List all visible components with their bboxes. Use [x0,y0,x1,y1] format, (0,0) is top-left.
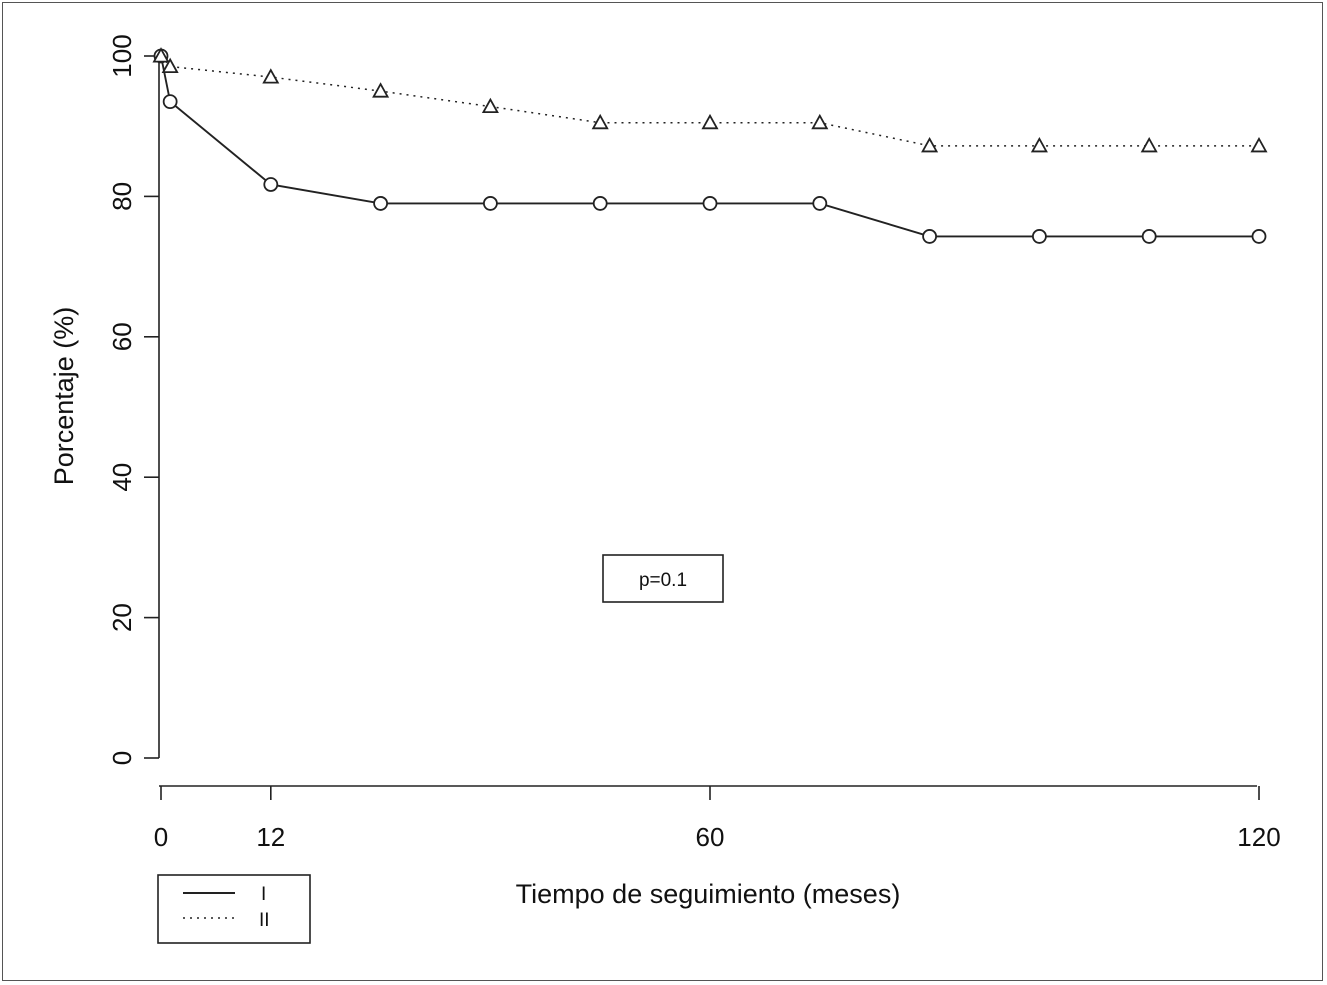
series-1-point-2 [263,177,279,192]
series-1-point-9 [1032,229,1047,244]
series-1-point-1 [162,94,178,110]
x-tick-label-120: 120 [1237,822,1280,852]
survival-chart: 0 20 40 60 80 100 0 12 60 120 Porcentaje (%) Tie… [49,34,1281,944]
axes [158,54,1257,787]
series-2-point-5 [591,113,609,130]
legend: I II [157,874,311,944]
series-2-point-3 [372,82,390,98]
p-value-label: p=0.1 [639,570,687,591]
legend-label-i: I [261,884,266,905]
y-tick-label-80: 80 [107,182,137,211]
y-tick-label-60: 60 [107,322,137,351]
series-2-point-9 [1030,137,1048,153]
y-ticks: 0 20 40 60 80 100 [107,34,159,765]
series-2-point-4 [481,97,499,114]
series-2-point-2 [262,68,280,84]
x-tick-label-60: 60 [696,822,725,852]
series-1-point-11 [1251,229,1267,244]
series-1-point-10 [1141,229,1157,244]
y-tick-label-40: 40 [107,463,137,492]
x-tick-label-0: 0 [154,822,168,852]
x-ticks: 0 12 60 120 [154,786,1281,852]
series-2-point-1 [161,57,179,74]
legend-label-ii: II [259,910,270,931]
x-axis-title: Tiempo de seguimiento (meses) [516,879,901,909]
series-1-point-4 [482,196,498,211]
p-value-box: p=0.1 [602,554,724,603]
series-2-point-6 [701,113,719,130]
y-tick-label-20: 20 [107,603,137,632]
series-2-point-10 [1140,137,1158,153]
series-2-point-8 [921,137,939,153]
y-tick-label-0: 0 [107,751,137,765]
series-1-point-6 [702,196,718,211]
series-2-point-11 [1250,137,1268,153]
series-line-1 [160,55,1259,238]
series-1-point-7 [812,196,828,211]
series-layer [152,47,1268,244]
y-tick-label-100: 100 [107,34,137,77]
series-1-point-3 [373,196,389,211]
y-axis-title: Porcentaje (%) [49,307,79,486]
series-line-2 [160,55,1259,147]
series-2-point-7 [811,113,829,130]
series-1-point-8 [922,229,937,244]
x-tick-label-12: 12 [256,822,285,852]
series-2-point-0 [152,47,170,63]
series-1-point-5 [592,196,608,211]
